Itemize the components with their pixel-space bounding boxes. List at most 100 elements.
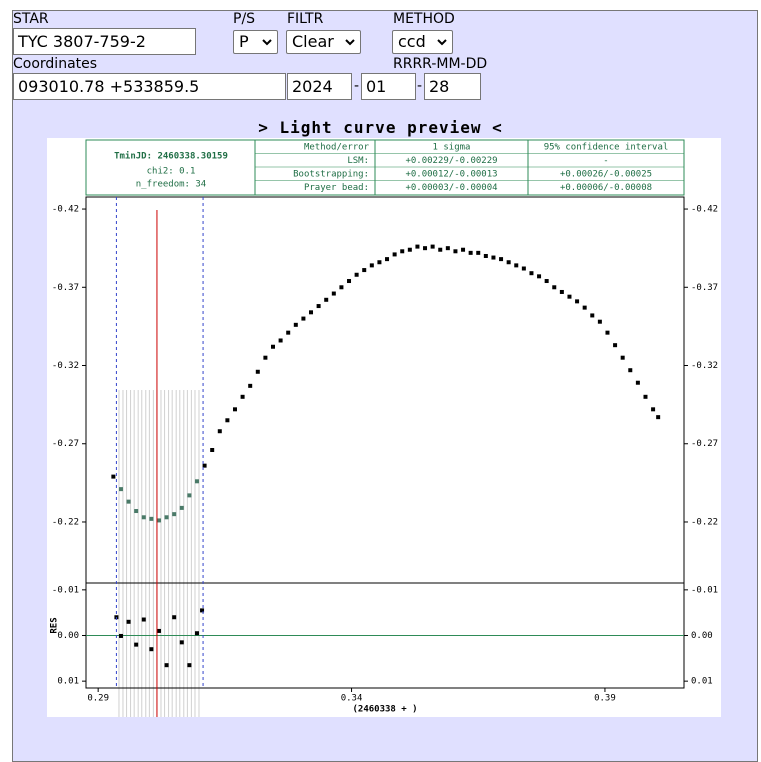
data-point <box>118 487 123 492</box>
data-point <box>514 263 519 268</box>
y-tick-label: 0.00 <box>691 631 713 641</box>
info-cell: Bootstrapping: <box>293 170 369 180</box>
data-point <box>521 266 526 271</box>
y-tick-label: -0.27 <box>691 439 718 449</box>
data-point <box>491 255 496 260</box>
data-point <box>461 247 466 252</box>
data-point <box>605 330 610 335</box>
y-tick-label: 0.01 <box>57 677 79 687</box>
data-point <box>597 319 602 324</box>
data-point <box>559 289 564 294</box>
x-tick-label: 0.39 <box>594 694 616 704</box>
ps-label: P/S <box>233 11 256 27</box>
data-point <box>438 247 443 252</box>
data-point <box>202 463 207 468</box>
info-cell: LSM: <box>347 156 369 166</box>
data-point <box>590 313 595 318</box>
data-point <box>156 518 161 523</box>
y-tick-label: -0.22 <box>691 517 718 527</box>
preview-title: > Light curve preview < <box>258 118 503 137</box>
data-point <box>385 257 390 262</box>
data-point <box>293 322 298 327</box>
method-value: ccd <box>398 32 426 51</box>
data-point <box>134 642 139 647</box>
data-point <box>347 279 352 284</box>
data-point <box>126 619 131 624</box>
date-separator: - <box>354 78 360 94</box>
data-point <box>141 515 146 520</box>
data-point <box>217 429 222 434</box>
data-point <box>248 383 253 388</box>
filter-value: Clear <box>292 32 334 51</box>
coord-input[interactable]: 093010.78 +533859.5 <box>13 73 286 100</box>
star-input[interactable]: TYC 3807-759-2 <box>13 28 196 55</box>
data-point <box>194 479 199 484</box>
nfreedom-text: n_freedom: 34 <box>136 180 206 190</box>
data-point <box>544 279 549 284</box>
data-point <box>483 253 488 258</box>
day-input[interactable]: 28 <box>424 73 481 100</box>
data-point <box>620 355 625 360</box>
filter-select[interactable]: Clear <box>286 30 361 54</box>
data-point <box>656 415 661 420</box>
ps-select[interactable]: P <box>233 30 278 54</box>
month-input[interactable]: 01 <box>361 73 416 100</box>
data-point <box>187 663 192 668</box>
data-point <box>232 407 237 412</box>
data-point <box>651 407 656 412</box>
y-tick-label: 0.00 <box>57 631 79 641</box>
year-input[interactable]: 2024 <box>287 73 352 100</box>
data-point <box>506 260 511 265</box>
data-point <box>400 249 405 254</box>
data-point <box>362 268 367 273</box>
data-point <box>453 249 458 254</box>
method-select[interactable]: ccd <box>392 30 453 54</box>
data-point <box>156 628 161 633</box>
data-point <box>369 263 374 268</box>
data-point <box>200 608 205 613</box>
date-label: RRRR-MM-DD <box>393 56 488 72</box>
data-point <box>225 418 230 423</box>
data-point <box>339 285 344 290</box>
data-point <box>278 338 283 343</box>
y-tick-label: -0.42 <box>52 205 79 215</box>
data-point <box>149 516 154 521</box>
data-point <box>255 369 260 374</box>
x-axis-label: (2460338 + ) <box>352 705 417 715</box>
data-point <box>567 294 572 299</box>
data-point <box>377 260 382 265</box>
info-cell: +0.00003/-0.00004 <box>405 183 497 193</box>
data-point <box>286 330 291 335</box>
info-cell: +0.00229/-0.00229 <box>405 156 497 166</box>
data-point <box>468 250 473 255</box>
data-point <box>529 271 534 276</box>
chi2-text: chi2: 0.1 <box>147 167 196 177</box>
chevron <box>437 39 447 46</box>
data-point <box>164 515 169 520</box>
coord-label: Coordinates <box>13 56 98 72</box>
data-point <box>635 380 640 385</box>
data-point <box>164 663 169 668</box>
data-point <box>324 297 329 302</box>
data-point <box>194 631 199 636</box>
y-tick-label: -0.37 <box>52 283 79 293</box>
y-tick-label: -0.37 <box>691 283 718 293</box>
info-header: Method/error <box>304 143 370 153</box>
chevron <box>262 39 272 46</box>
y-axis-label: RES <box>50 617 60 633</box>
data-point <box>111 474 116 479</box>
info-cell: +0.00006/-0.00008 <box>560 183 652 193</box>
y-tick-label: -0.42 <box>691 205 718 215</box>
data-point <box>476 250 481 255</box>
y-tick-label: 0.01 <box>691 677 713 687</box>
data-point <box>172 512 177 517</box>
data-point <box>392 252 397 257</box>
ps-value: P <box>239 32 249 51</box>
data-point <box>552 285 557 290</box>
data-point <box>331 291 336 296</box>
tmin-text: TminJD: 2460338.30159 <box>114 151 228 162</box>
data-point <box>118 633 123 638</box>
data-point <box>141 617 146 622</box>
data-point <box>430 244 435 249</box>
